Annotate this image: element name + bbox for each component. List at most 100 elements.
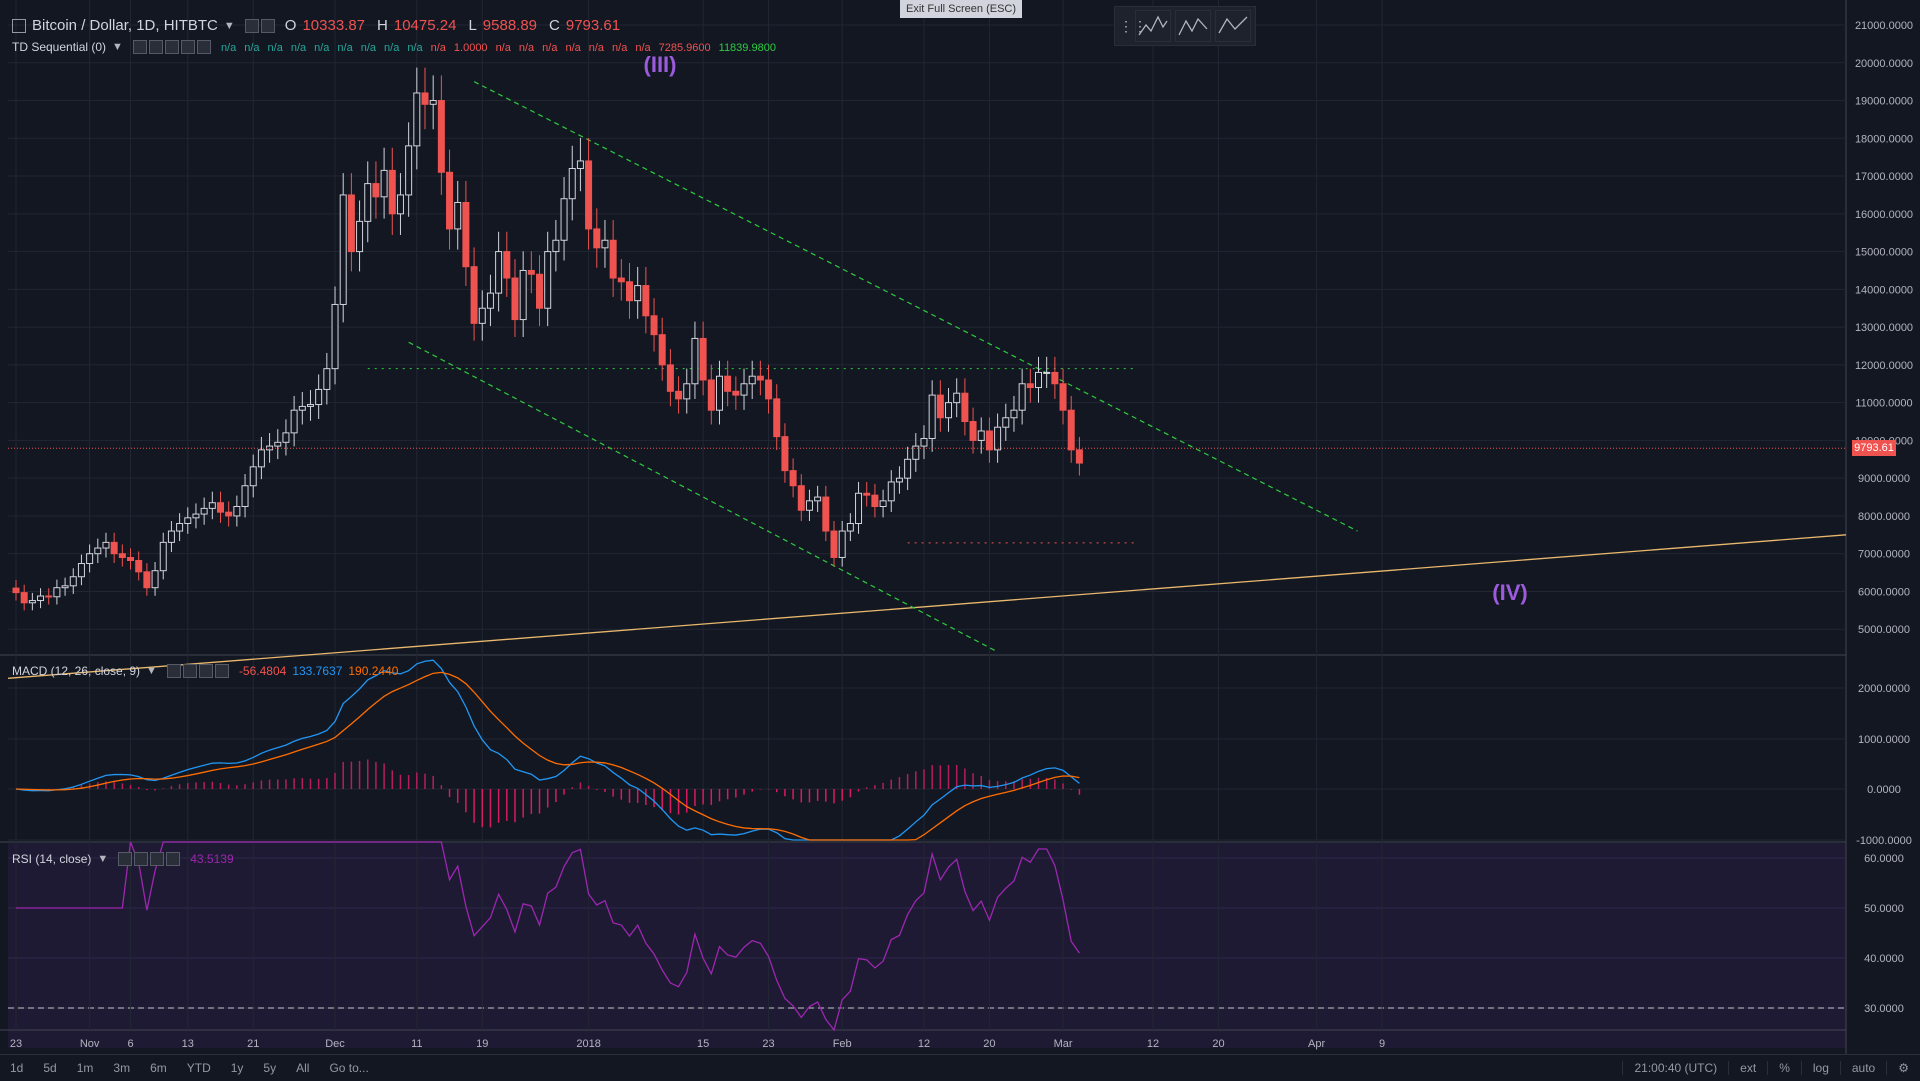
rsi-name[interactable]: RSI (14, close): [12, 852, 92, 866]
open-label: O: [284, 17, 297, 34]
macd-buttons[interactable]: [166, 664, 229, 678]
candle-down: [609, 239, 617, 279]
candle-down: [969, 421, 977, 441]
clock: 21:00:40 (UTC): [1622, 1061, 1728, 1075]
symbol-menu-icon[interactable]: ▼: [223, 19, 235, 32]
low-label: L: [468, 17, 477, 34]
time-tick-label: 20: [1212, 1038, 1224, 1050]
macd-menu-icon[interactable]: ▼: [146, 665, 157, 677]
macd-signal-line: [15, 671, 1080, 841]
macd-name[interactable]: MACD (12, 26, close, 9): [12, 664, 141, 678]
time-tick-label: 9: [1379, 1038, 1385, 1050]
td-value: n/a: [565, 42, 581, 54]
candle-down: [756, 375, 764, 381]
ext-button[interactable]: ext: [1728, 1061, 1767, 1075]
goto-button[interactable]: Go to...: [329, 1061, 369, 1075]
macd-tick-label: 0.0000: [1867, 784, 1901, 796]
candle-up: [994, 426, 1002, 451]
elliott-wave-abc-icon[interactable]: [1215, 10, 1251, 42]
td-value: n/a: [430, 42, 446, 54]
candle-up: [61, 585, 69, 589]
time-tick-label: 21: [247, 1038, 259, 1050]
candle-down: [781, 436, 789, 472]
candle-down: [527, 269, 535, 275]
range-1y[interactable]: 1y: [230, 1061, 244, 1075]
time-tick-label: Feb: [833, 1038, 852, 1050]
range-5d[interactable]: 5d: [43, 1061, 57, 1075]
rsi-tick-label: 50.0000: [1864, 903, 1904, 915]
price-tick-label: 16000.0000: [1855, 209, 1913, 221]
drag-handle-icon[interactable]: ⋮⋮: [1119, 17, 1147, 34]
macd-line: [15, 659, 1080, 841]
candle-up: [53, 587, 61, 598]
drawing-toolbar[interactable]: ⋮⋮: [1114, 6, 1256, 46]
candle-down: [536, 273, 544, 309]
td-buttons[interactable]: [132, 40, 211, 54]
candle-down: [650, 315, 658, 336]
high-value: 10475.24: [393, 17, 457, 34]
rsi-menu-icon[interactable]: ▼: [97, 853, 109, 865]
symbol-name[interactable]: Bitcoin / Dollar, 1D, HITBTC: [32, 17, 218, 34]
candle-up: [912, 445, 920, 460]
rsi-value: 43.5139: [190, 852, 234, 866]
range-ytd[interactable]: YTD: [186, 1061, 211, 1075]
price-tick-label: 12000.0000: [1855, 360, 1913, 372]
td-value: n/a: [244, 42, 260, 54]
candle-down: [797, 485, 805, 511]
range-all[interactable]: All: [296, 1061, 310, 1075]
candle-up: [94, 547, 102, 555]
candle-up: [1035, 371, 1042, 389]
candle-up: [478, 307, 486, 324]
candle-down: [462, 201, 470, 268]
candle-up: [953, 392, 961, 404]
candle-up: [683, 383, 691, 400]
time-tick-label: 15: [697, 1038, 709, 1050]
td-name[interactable]: TD Sequential (0): [12, 40, 107, 54]
price-tick-label: 7000.0000: [1858, 549, 1910, 561]
candle-up: [904, 458, 912, 479]
candle-up: [184, 517, 192, 524]
candle-down: [118, 553, 126, 558]
legend-buttons[interactable]: [244, 18, 275, 33]
price-tick-label: 15000.0000: [1855, 247, 1913, 259]
macd-tick-label: 1000.0000: [1858, 734, 1910, 746]
candle-down: [822, 496, 830, 532]
elliott-wave-135-icon[interactable]: [1135, 10, 1171, 42]
time-tick-label: 11: [411, 1038, 422, 1050]
candle-up: [1002, 417, 1010, 428]
symbol-icon[interactable]: [12, 18, 26, 33]
range-1d[interactable]: 1d: [10, 1061, 24, 1075]
candle-up: [814, 496, 822, 502]
wave-label-iii: (III): [644, 52, 677, 77]
candle-up: [1043, 371, 1051, 374]
auto-button[interactable]: auto: [1839, 1061, 1886, 1075]
candle-down: [372, 183, 380, 198]
macd-hist-value: -56.4804: [238, 664, 287, 678]
candle-down: [732, 390, 740, 396]
candle-down: [617, 277, 625, 283]
price-tick-label: 5000.0000: [1858, 624, 1910, 636]
candle-down: [871, 494, 879, 508]
settings-gear-icon[interactable]: ⚙: [1886, 1061, 1920, 1075]
time-tick-label: 2018: [576, 1038, 600, 1050]
candle-down: [127, 556, 135, 562]
td-value: n/a: [220, 42, 237, 54]
exit-fullscreen-button[interactable]: Exit Full Screen (ESC): [900, 0, 1023, 18]
rsi-buttons[interactable]: [118, 852, 181, 866]
candle-down: [724, 375, 732, 392]
candle-up: [298, 405, 306, 411]
log-button[interactable]: log: [1800, 1061, 1840, 1075]
elliott-wave-abcde-icon[interactable]: [1175, 10, 1211, 42]
high-label: H: [377, 17, 388, 34]
range-6m[interactable]: 6m: [150, 1061, 167, 1075]
range-1m[interactable]: 1m: [76, 1061, 94, 1075]
range-3m[interactable]: 3m: [113, 1061, 131, 1075]
candle-down: [470, 266, 478, 324]
td-value: n/a: [360, 42, 377, 54]
percent-button[interactable]: %: [1767, 1061, 1801, 1075]
candle-up: [69, 576, 77, 587]
td-menu-icon[interactable]: ▼: [112, 41, 123, 53]
range-5y[interactable]: 5y: [263, 1061, 277, 1075]
td-value: n/a: [337, 42, 353, 54]
